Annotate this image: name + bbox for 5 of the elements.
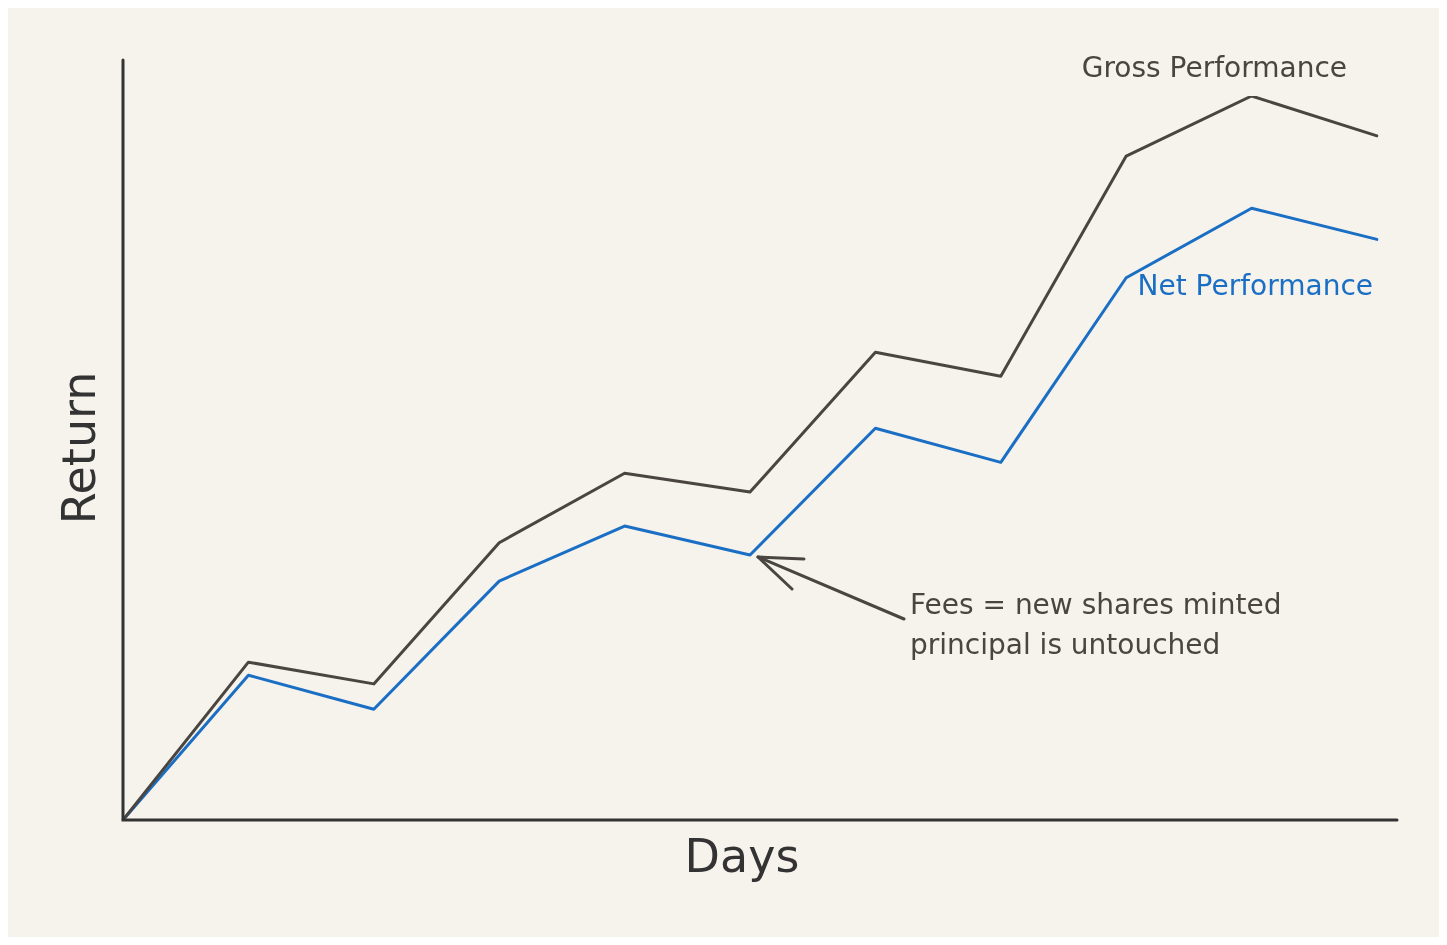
x-axis-title: Days [684,828,800,883]
series-label: Net Performance [1137,268,1373,302]
y-axis-title: Return [51,371,106,525]
series-label: Gross Performance [1081,51,1347,85]
annotation: Fees = new shares minted principal is untouched [910,588,1282,662]
